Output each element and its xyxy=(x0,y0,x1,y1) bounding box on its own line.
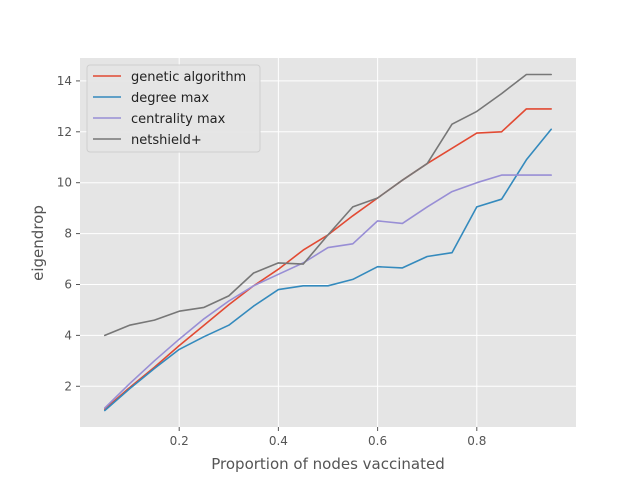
y-tick-label: 12 xyxy=(57,125,72,139)
y-tick-label: 14 xyxy=(57,74,72,88)
series-lines xyxy=(104,73,553,412)
legend-label: degree max xyxy=(131,91,209,106)
x-axis-label: Proportion of nodes vaccinated xyxy=(211,455,444,473)
axis-ticks: 0.2 0.4 0.6 0.8 2 4 6 8 10 12 14 xyxy=(57,74,487,448)
legend-label: genetic algorithm xyxy=(131,70,246,85)
x-tick-label: 0.4 xyxy=(269,434,288,448)
series-line-centrality-max xyxy=(104,174,553,409)
legend-label: netshield+ xyxy=(131,133,202,148)
x-tick-label: 0.8 xyxy=(467,434,486,448)
legend: genetic algorithm degree max centrality ma… xyxy=(86,64,261,153)
y-tick-label: 10 xyxy=(57,176,72,190)
series-line-netshield- xyxy=(104,73,553,337)
legend-box xyxy=(86,64,261,153)
x-tick-label: 0.2 xyxy=(170,434,189,448)
y-tick-label: 4 xyxy=(64,328,72,342)
y-axis-label: eigendrop xyxy=(29,205,47,281)
y-tick-label: 2 xyxy=(64,379,72,393)
x-tick-label: 0.6 xyxy=(368,434,387,448)
y-tick-label: 6 xyxy=(64,277,72,291)
y-tick-label: 8 xyxy=(64,227,72,241)
series-line-degree-max xyxy=(104,128,553,412)
legend-label: centrality max xyxy=(131,112,226,127)
